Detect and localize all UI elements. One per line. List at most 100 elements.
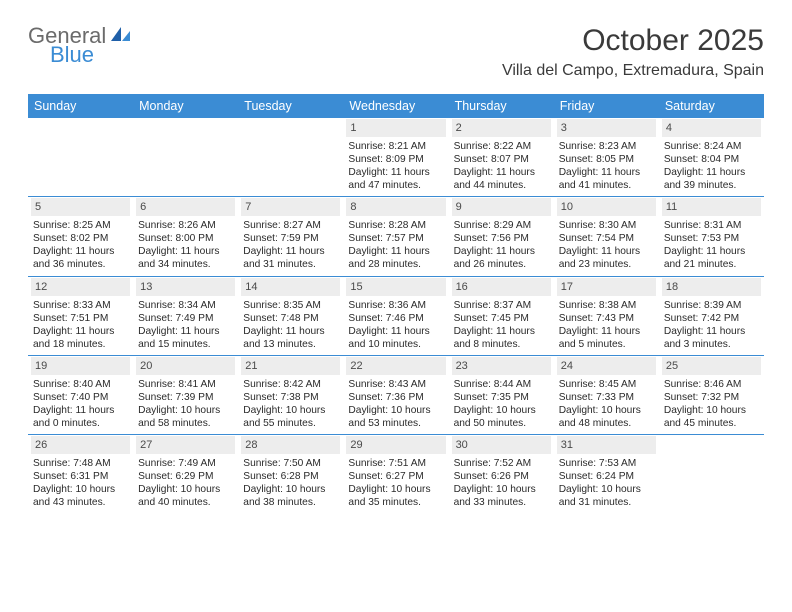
sunset-line: Sunset: 7:57 PM [346,232,445,245]
daylight-line: Daylight: 11 hours and 41 minutes. [557,166,656,192]
sunrise-line: Sunrise: 8:29 AM [452,219,551,232]
day-cell: 5Sunrise: 8:25 AMSunset: 8:02 PMDaylight… [28,197,133,275]
sunset-line: Sunset: 7:40 PM [31,391,130,404]
logo: General Blue [28,24,132,66]
day-number: 30 [452,436,551,454]
day-cell: 21Sunrise: 8:42 AMSunset: 7:38 PMDayligh… [238,356,343,434]
day-number: 18 [662,278,761,296]
weekday-header: Monday [133,94,238,118]
sunset-line: Sunset: 7:54 PM [557,232,656,245]
day-cell: 11Sunrise: 8:31 AMSunset: 7:53 PMDayligh… [659,197,764,275]
week-row: 1Sunrise: 8:21 AMSunset: 8:09 PMDaylight… [28,118,764,197]
sunrise-line: Sunrise: 7:49 AM [136,457,235,470]
sunset-line: Sunset: 7:48 PM [241,312,340,325]
day-number: 7 [241,198,340,216]
day-cell: 25Sunrise: 8:46 AMSunset: 7:32 PMDayligh… [659,356,764,434]
daylight-line: Daylight: 11 hours and 13 minutes. [241,325,340,351]
day-number: 3 [557,119,656,137]
day-number: 11 [662,198,761,216]
weekday-header: Tuesday [238,94,343,118]
sunset-line: Sunset: 8:07 PM [452,153,551,166]
sunrise-line: Sunrise: 8:36 AM [346,299,445,312]
calendar: SundayMondayTuesdayWednesdayThursdayFrid… [28,94,764,513]
day-number: 21 [241,357,340,375]
daylight-line: Daylight: 10 hours and 33 minutes. [452,483,551,509]
sunrise-line: Sunrise: 8:30 AM [557,219,656,232]
sunrise-line: Sunrise: 8:33 AM [31,299,130,312]
daylight-line: Daylight: 11 hours and 34 minutes. [136,245,235,271]
daylight-line: Daylight: 10 hours and 58 minutes. [136,404,235,430]
day-cell: 6Sunrise: 8:26 AMSunset: 8:00 PMDaylight… [133,197,238,275]
day-number: 20 [136,357,235,375]
sunrise-line: Sunrise: 8:46 AM [662,378,761,391]
sunset-line: Sunset: 7:43 PM [557,312,656,325]
logo-text: General Blue [28,24,132,66]
sunset-line: Sunset: 7:51 PM [31,312,130,325]
sunrise-line: Sunrise: 8:37 AM [452,299,551,312]
location: Villa del Campo, Extremadura, Spain [502,62,764,80]
calendar-body: 1Sunrise: 8:21 AMSunset: 8:09 PMDaylight… [28,118,764,513]
sunrise-line: Sunrise: 8:28 AM [346,219,445,232]
day-cell: 16Sunrise: 8:37 AMSunset: 7:45 PMDayligh… [449,277,554,355]
sunset-line: Sunset: 7:53 PM [662,232,761,245]
sunrise-line: Sunrise: 8:22 AM [452,140,551,153]
daylight-line: Daylight: 11 hours and 23 minutes. [557,245,656,271]
day-cell: 15Sunrise: 8:36 AMSunset: 7:46 PMDayligh… [343,277,448,355]
daylight-line: Daylight: 10 hours and 43 minutes. [31,483,130,509]
day-cell: 31Sunrise: 7:53 AMSunset: 6:24 PMDayligh… [554,435,659,513]
sunrise-line: Sunrise: 8:38 AM [557,299,656,312]
day-number: 4 [662,119,761,137]
sunrise-line: Sunrise: 8:31 AM [662,219,761,232]
sunset-line: Sunset: 8:05 PM [557,153,656,166]
sunset-line: Sunset: 8:02 PM [31,232,130,245]
sunset-line: Sunset: 7:38 PM [241,391,340,404]
sunset-line: Sunset: 7:35 PM [452,391,551,404]
day-cell: 8 Sunrise: 8:28 AMSunset: 7:57 PMDaylight… [343,197,448,275]
day-cell: 19Sunrise: 8:40 AMSunset: 7:40 PMDayligh… [28,356,133,434]
daylight-line: Daylight: 10 hours and 55 minutes. [241,404,340,430]
sunrise-line: Sunrise: 8:40 AM [31,378,130,391]
week-row: 19 Sunrise: 8:40 AMSunset: 7:40 PM Dayligh… [28,356,764,435]
day-number: 9 [452,198,551,216]
day-cell: 4Sunrise: 8:24 AMSunset: 8:04 PMDaylight… [659,118,764,196]
empty-cell [28,118,133,196]
header: General Blue October 2025 Villa del Camp… [28,24,764,80]
sunset-line: Sunset: 6:28 PM [241,470,340,483]
empty-cell [133,118,238,196]
day-cell: 27Sunrise: 7:49 AMSunset: 6:29 PMDayligh… [133,435,238,513]
day-number: 5 [31,198,130,216]
day-cell: 2Sunrise: 8:22 AMSunset: 8:07 PMDaylight… [449,118,554,196]
title-block: October 2025 Villa del Campo, Extremadur… [502,24,764,80]
day-number: 25 [662,357,761,375]
day-number: 27 [136,436,235,454]
empty-cell [238,118,343,196]
daylight-line: Daylight: 10 hours and 38 minutes. [241,483,340,509]
sunrise-line: Sunrise: 8:43 AM [346,378,445,391]
sunset-line: Sunset: 8:00 PM [136,232,235,245]
week-row: 26Sunrise: 7:48 AMSunset: 6:31 PMDayligh… [28,435,764,513]
day-cell: 18Sunrise: 8:39 AMSunset: 7:42 PMDayligh… [659,277,764,355]
month-title: October 2025 [502,24,764,58]
day-number: 29 [346,436,445,454]
day-cell: 20Sunrise: 8:41 AMSunset: 7:39 PMDayligh… [133,356,238,434]
day-number: 8 [346,198,445,216]
daylight-line: Daylight: 11 hours and 39 minutes. [662,166,761,192]
day-number: 31 [557,436,656,454]
weekday-header: Thursday [449,94,554,118]
daylight-line: Daylight: 10 hours and 35 minutes. [346,483,445,509]
sail-icon [110,23,132,48]
day-number: 13 [136,278,235,296]
day-cell: 28Sunrise: 7:50 AMSunset: 6:28 PMDayligh… [238,435,343,513]
day-number: 12 [31,278,130,296]
week-row: 5Sunrise: 8:25 AMSunset: 8:02 PMDaylight… [28,197,764,276]
sunset-line: Sunset: 6:27 PM [346,470,445,483]
day-cell: 23Sunrise: 8:44 AMSunset: 7:35 PMDayligh… [449,356,554,434]
day-number: 28 [241,436,340,454]
daylight-line: Daylight: 11 hours and 28 minutes. [346,245,445,271]
day-number: 16 [452,278,551,296]
day-cell: 7Sunrise: 8:27 AMSunset: 7:59 PMDaylight… [238,197,343,275]
weekday-header: Friday [554,94,659,118]
sunrise-line: Sunrise: 7:51 AM [346,457,445,470]
day-number: 19 [31,357,130,375]
day-number: 2 [452,119,551,137]
